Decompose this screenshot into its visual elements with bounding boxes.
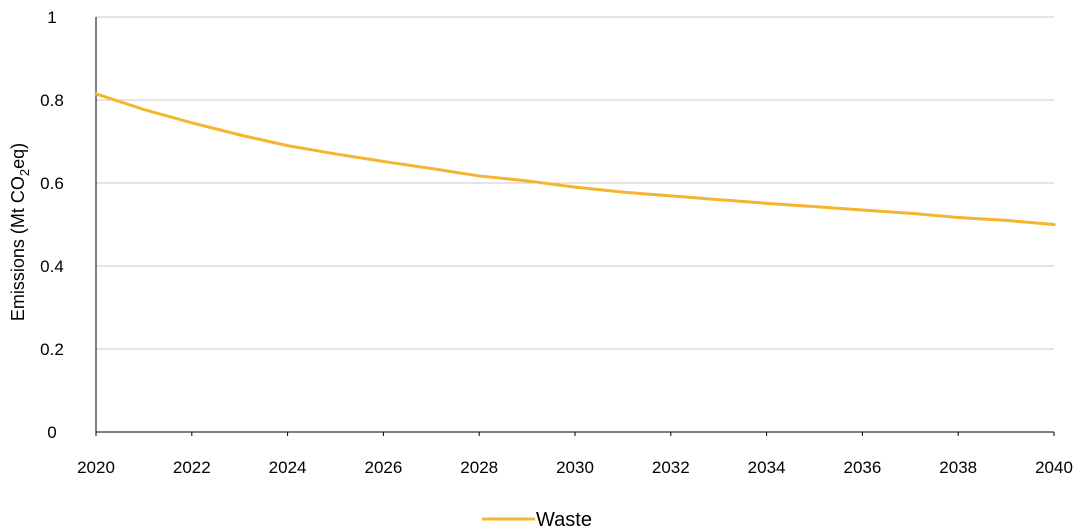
- data-point: [813, 205, 816, 209]
- y-tick-label: 0: [47, 423, 56, 442]
- x-tick-label: 2034: [748, 458, 786, 477]
- gridlines: [96, 16, 1054, 350]
- data-point: [669, 194, 673, 198]
- y-axis-title-subscript: 2: [17, 169, 32, 176]
- x-tick-label: 2032: [652, 458, 690, 477]
- data-point: [1052, 223, 1056, 226]
- data-point: [334, 152, 337, 156]
- y-tick-label: 0.6: [40, 174, 64, 193]
- legend: Waste: [482, 509, 592, 531]
- y-axis-title-main: Emissions (Mt CO: [8, 176, 28, 321]
- data-point: [142, 108, 146, 112]
- data-point: [381, 159, 385, 163]
- legend-label-waste: Waste: [536, 509, 592, 531]
- x-tick-label: 2036: [843, 458, 881, 477]
- y-axis-title: Emissions (Mt CO2eq): [8, 143, 32, 321]
- y-axis-title-suffix: eq): [8, 143, 28, 169]
- data-point: [908, 211, 912, 215]
- x-tick-label: 2038: [939, 458, 977, 477]
- axes: [95, 17, 1055, 436]
- data-point: [477, 174, 481, 178]
- data-point: [286, 144, 290, 148]
- data-point: [238, 133, 242, 137]
- y-tick-label: 0.4: [40, 257, 64, 276]
- y-tick-label: 0.8: [40, 91, 64, 110]
- x-tick-label: 2022: [173, 458, 211, 477]
- y-tick-label: 0.2: [40, 340, 64, 359]
- x-tick-label: 2024: [269, 458, 307, 477]
- data-point: [956, 215, 960, 219]
- x-tick-label: 2020: [77, 458, 115, 477]
- x-tick-label: 2040: [1035, 458, 1073, 477]
- data-point: [1004, 218, 1008, 222]
- data-point: [429, 166, 433, 170]
- x-tick-labels: 2020 2022 2024 2026 2028 2030 2032 2034 2036 2038…: [77, 458, 1073, 477]
- series-lines: [94, 92, 1056, 226]
- y-tick-label: 1: [47, 8, 56, 27]
- data-point: [860, 208, 864, 212]
- x-tick-label: 2026: [364, 458, 402, 477]
- data-point: [190, 121, 194, 125]
- data-point: [765, 201, 769, 205]
- x-tick-label: 2030: [556, 458, 594, 477]
- data-point: [573, 185, 577, 189]
- y-tick-labels: 0 0.2 0.4 0.6 0.8 1: [40, 8, 64, 442]
- data-point: [717, 198, 721, 202]
- data-point: [525, 179, 529, 183]
- data-point: [94, 92, 98, 96]
- x-tick-label: 2028: [460, 458, 498, 477]
- data-point: [621, 190, 625, 194]
- series-line-waste: [94, 92, 1056, 226]
